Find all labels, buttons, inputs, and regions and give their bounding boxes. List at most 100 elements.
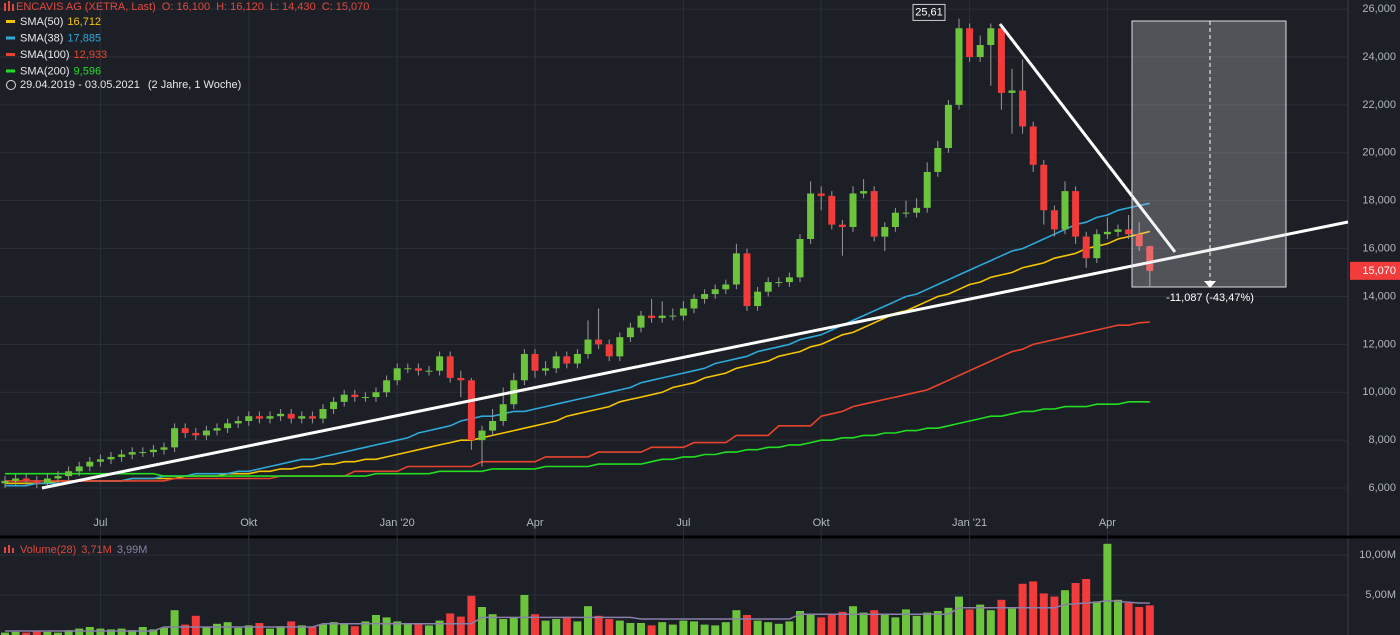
- candle-body: [1008, 90, 1016, 93]
- candle-body: [923, 171, 931, 208]
- volume-bar: [329, 622, 338, 635]
- volume-bar: [859, 612, 868, 635]
- volume-bar: [923, 612, 932, 635]
- x-tick-label: Jan '21: [952, 517, 987, 529]
- volume-bar: [976, 604, 985, 635]
- candle-body: [160, 447, 168, 450]
- volume-bar: [785, 621, 794, 635]
- volume-bar: [1, 632, 9, 635]
- candle-body: [520, 353, 528, 381]
- candle-body: [245, 416, 253, 421]
- volume-bar: [573, 621, 582, 635]
- volume-bar: [75, 628, 84, 635]
- legend-label: SMA(100): [20, 49, 70, 61]
- candle-body: [266, 416, 274, 419]
- ohlc: H: 16,120: [216, 1, 264, 13]
- volume-bar: [743, 615, 751, 635]
- last-price-label: 15,070: [1362, 265, 1396, 277]
- volume-bar: [626, 623, 635, 635]
- volume-bar: [297, 625, 306, 635]
- candle-body: [139, 452, 147, 454]
- trend-line: [41, 220, 1349, 490]
- volume-bar: [1039, 593, 1048, 635]
- x-tick-label: Jan '20: [380, 517, 415, 529]
- volume-bar: [266, 628, 274, 635]
- volume-ma-last: 3,99M: [117, 544, 148, 556]
- candle-body: [1082, 236, 1090, 259]
- volume-bar: [202, 627, 211, 635]
- legend-label: SMA(200): [20, 65, 70, 77]
- candle-body: [128, 452, 136, 455]
- measure-box: [1131, 20, 1287, 288]
- candle-body: [319, 409, 327, 419]
- candle-body: [966, 28, 974, 57]
- volume-bar: [753, 620, 762, 635]
- candle-body: [552, 356, 560, 369]
- volume-bar: [774, 623, 783, 635]
- volume-bar: [986, 610, 995, 635]
- candle-body: [234, 420, 242, 424]
- volume-bar: [149, 629, 158, 635]
- legend-swatch: [6, 36, 15, 40]
- volume-bar: [711, 625, 720, 635]
- volume-bar: [1018, 583, 1027, 635]
- y-tick-label: 6,000: [1368, 482, 1396, 494]
- peak-box: [912, 3, 946, 21]
- candle-body: [690, 298, 698, 309]
- candle-body: [1135, 234, 1143, 247]
- sma-line: [5, 401, 1150, 477]
- candle-body: [181, 428, 189, 433]
- volume-bar: [552, 619, 561, 635]
- volume-bar: [849, 606, 857, 635]
- candle-body: [383, 380, 391, 393]
- candle-body: [817, 193, 825, 196]
- volume-bar: [637, 623, 645, 635]
- volume-bar: [96, 628, 105, 635]
- candle-body: [881, 227, 889, 237]
- range: 29.04.2019 - 03.05.2021: [20, 79, 140, 91]
- legend-swatch: [6, 53, 15, 56]
- candle-body: [404, 368, 412, 370]
- candle-body: [499, 404, 507, 421]
- volume-bar: [181, 624, 190, 635]
- volume-bar: [393, 621, 402, 635]
- candle-body: [65, 471, 73, 477]
- candle-body: [33, 480, 41, 484]
- candle-body: [732, 253, 740, 285]
- ohlc: C: 15,070: [322, 1, 370, 13]
- volume-bar: [191, 615, 200, 635]
- volume-bar: [213, 623, 221, 635]
- candle-body: [96, 459, 104, 462]
- volume-bar: [806, 615, 815, 635]
- volume-bar: [1124, 603, 1133, 635]
- y-tick-label: 10,00M: [1359, 549, 1396, 561]
- volume-bar: [827, 614, 836, 635]
- icon: [4, 3, 6, 11]
- volume-bar: [414, 623, 423, 635]
- candle-body: [785, 277, 793, 283]
- volume-bar: [965, 609, 974, 635]
- y-tick-label: 16,000: [1362, 242, 1396, 254]
- candle-body: [838, 224, 846, 228]
- candle-body: [192, 432, 200, 436]
- candle-body: [224, 423, 232, 429]
- candle-body: [1072, 191, 1080, 237]
- candle-body: [743, 253, 751, 307]
- candle-body: [934, 147, 942, 172]
- volume-bar: [488, 614, 497, 635]
- candle-body: [902, 212, 910, 214]
- volume-bar: [372, 615, 380, 635]
- candle-body: [944, 104, 952, 148]
- candle-body: [277, 413, 285, 417]
- x-tick-label: Okt: [813, 517, 830, 529]
- y-tick-label: 12,000: [1362, 338, 1396, 350]
- volume-bar: [509, 617, 518, 635]
- volume-bar: [22, 632, 31, 635]
- header: ENCAVIS AG (XETRA, Last) O: 16,100 H: 16,1…: [16, 1, 369, 13]
- x-tick-label: Okt: [240, 517, 257, 529]
- candle-body: [849, 193, 857, 228]
- volume-bar: [647, 625, 656, 635]
- candle-body: [807, 193, 815, 239]
- volume-header: Volume(28) 3,71M 3,99M: [20, 544, 147, 556]
